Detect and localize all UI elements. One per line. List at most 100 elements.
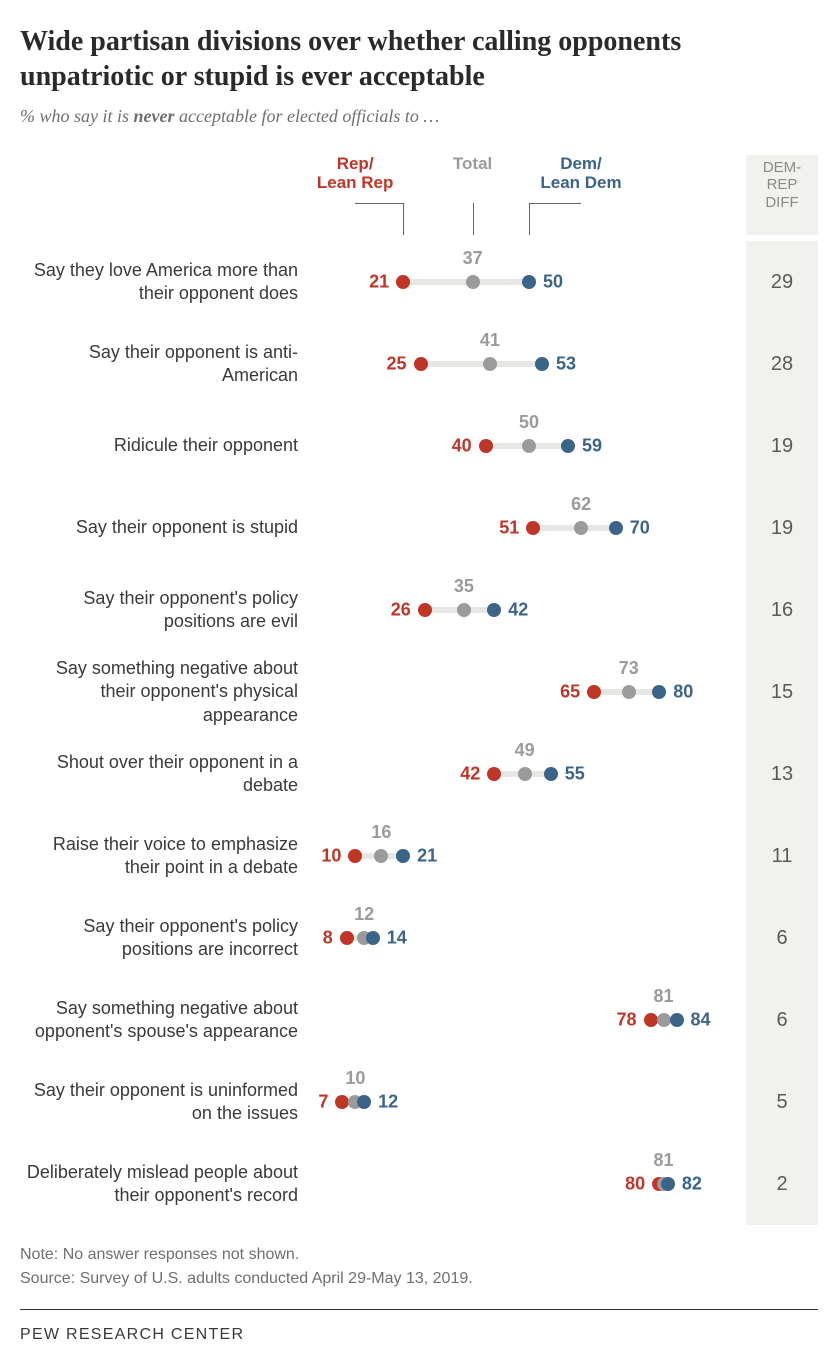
chart: DEM-REPDIFF Rep/Lean RepTotalDem/Lean De… [20,155,818,1225]
value-rep: 78 [616,1010,636,1031]
value-dem: 50 [543,272,563,293]
dot-total [574,521,588,535]
chart-row: Say their opponent is anti-American25534… [20,323,818,405]
value-rep: 51 [499,518,519,539]
row-label: Deliberately mislead people about their … [20,1161,312,1208]
row-plot: 71210 [312,1090,746,1114]
diff-value: 5 [746,1061,818,1143]
dot-dem [561,439,575,453]
dot-rep [479,439,493,453]
chart-row: Deliberately mislead people about their … [20,1143,818,1225]
value-total: 10 [345,1068,365,1089]
dot-dem [652,685,666,699]
dot-total [374,849,388,863]
dot-rep [487,767,501,781]
dot-dem [670,1013,684,1027]
legend-total: Total [453,155,492,174]
dot-rep [340,931,354,945]
dot-dem [609,521,623,535]
dot-dem [522,275,536,289]
diff-value: 16 [746,569,818,651]
value-dem: 59 [582,436,602,457]
value-rep: 8 [323,928,333,949]
value-dem: 42 [508,600,528,621]
dot-total [483,357,497,371]
row-plot: 81412 [312,926,746,950]
chart-row: Raise their voice to emphasize their poi… [20,815,818,897]
dot-total [457,603,471,617]
dot-total [657,1013,671,1027]
legend: DEM-REPDIFF Rep/Lean RepTotalDem/Lean De… [20,155,818,235]
value-rep: 42 [460,764,480,785]
row-plot: 102116 [312,844,746,868]
value-dem: 55 [565,764,585,785]
diff-value: 28 [746,323,818,405]
range-track [421,361,543,367]
legend-dem: Dem/Lean Dem [540,155,621,192]
value-total: 73 [619,658,639,679]
dot-total [522,439,536,453]
chart-rows: Say they love America more than their op… [20,241,818,1225]
row-label: Ridicule their opponent [20,434,312,457]
legend-rep: Rep/Lean Rep [317,155,394,192]
legend-rep-line [403,203,404,235]
dot-total [466,275,480,289]
subtitle-suffix: acceptable for elected officials to … [175,106,440,126]
value-total: 12 [354,904,374,925]
diff-value: 15 [746,651,818,733]
dot-dem [544,767,558,781]
dot-rep [348,849,362,863]
chart-row: Shout over their opponent in a debate 42 5… [20,733,818,815]
value-rep: 10 [321,846,341,867]
chart-row: Say something negative about their oppon… [20,651,818,733]
row-plot: 264235 [312,598,746,622]
diff-value: 6 [746,897,818,979]
chart-row: Say their opponent's policy positions ar… [20,569,818,651]
value-total: 37 [463,248,483,269]
dot-dem [396,849,410,863]
value-dem: 82 [682,1174,702,1195]
dot-rep [587,685,601,699]
dot-total [622,685,636,699]
value-total: 16 [371,822,391,843]
dot-dem [357,1095,371,1109]
value-rep: 21 [369,272,389,293]
diff-value: 6 [746,979,818,1061]
dot-dem [661,1177,675,1191]
value-total: 62 [571,494,591,515]
chart-row: Say their opponent's policy positions ar… [20,897,818,979]
row-plot: 255341 [312,352,746,376]
value-total: 81 [654,986,674,1007]
dot-rep [644,1013,658,1027]
diff-value: 19 [746,405,818,487]
dot-rep [526,521,540,535]
brand-text: PEW RESEARCH CENTER [20,1326,818,1344]
legend-dem-line [529,203,530,235]
value-dem: 12 [378,1092,398,1113]
value-dem: 14 [387,928,407,949]
chart-row: Say their opponent is stupid51706219 [20,487,818,569]
row-label: Say their opponent is stupid [20,516,312,539]
source-text: Source: Survey of U.S. adults conducted … [20,1267,818,1291]
chart-title: Wide partisan divisions over whether cal… [20,24,818,94]
row-label: Shout over their opponent in a debate [20,751,312,798]
chart-row: Say something negative about opponent's … [20,979,818,1061]
dot-dem [535,357,549,371]
row-plot: 658073 [312,680,746,704]
row-plot: 425549 [312,762,746,786]
value-rep: 7 [318,1092,328,1113]
legend-total-line [473,203,474,235]
dot-dem [487,603,501,617]
dot-rep [396,275,410,289]
row-plot: 808281 [312,1172,746,1196]
row-plot: 788481 [312,1008,746,1032]
value-total: 49 [515,740,535,761]
value-dem: 21 [417,846,437,867]
row-label: Say their opponent is uninformed on the … [20,1079,312,1126]
legend-rep-line-h [355,203,403,204]
value-total: 50 [519,412,539,433]
row-label: Raise their voice to emphasize their poi… [20,833,312,880]
dot-rep [418,603,432,617]
row-label: Say their opponent's policy positions ar… [20,587,312,634]
value-total: 41 [480,330,500,351]
